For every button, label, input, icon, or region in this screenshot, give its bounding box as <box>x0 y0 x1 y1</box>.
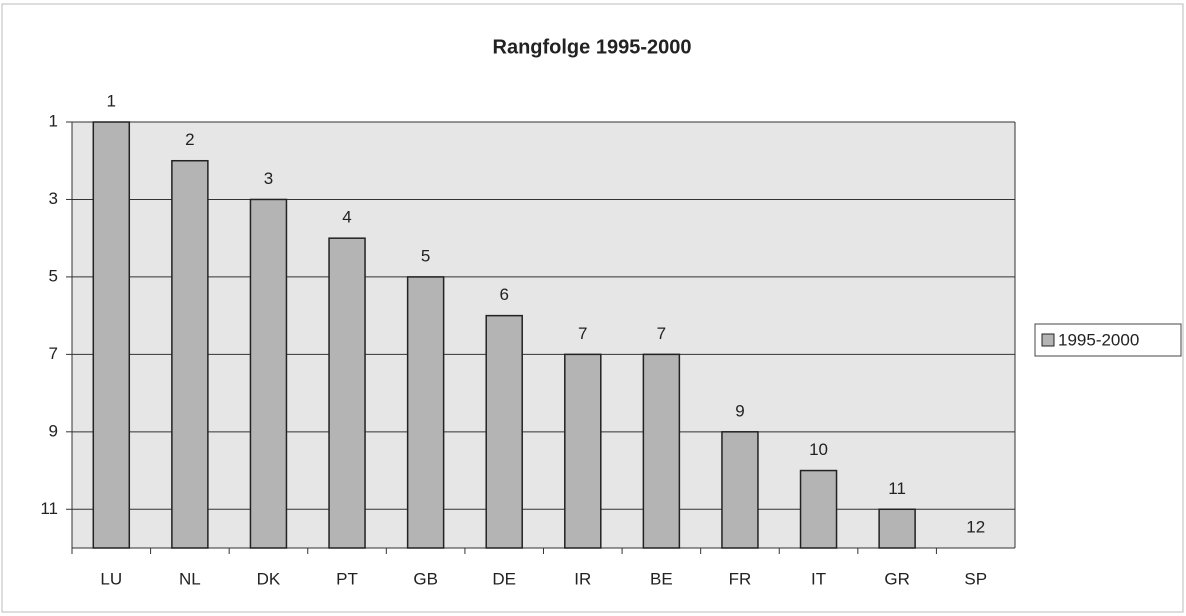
y-tick-label: 1 <box>49 111 58 130</box>
x-tick-label: IR <box>574 569 591 588</box>
x-tick-label: NL <box>179 569 201 588</box>
plot-area <box>72 122 1015 548</box>
data-label: 4 <box>342 208 351 227</box>
data-label: 10 <box>809 440 828 459</box>
x-tick-label: GB <box>413 569 438 588</box>
x-tick-label: DE <box>492 569 516 588</box>
bar <box>92 121 131 549</box>
legend-label: 1995-2000 <box>1058 330 1139 349</box>
x-tick-label: BE <box>650 569 673 588</box>
data-label: 7 <box>578 324 587 343</box>
legend-swatch <box>1041 333 1055 347</box>
y-tick-label: 7 <box>49 344 58 363</box>
x-tick-label: LU <box>100 569 122 588</box>
bar <box>249 198 288 549</box>
data-label: 5 <box>421 246 430 265</box>
data-label: 11 <box>888 479 906 498</box>
x-tick-label: PT <box>336 569 358 588</box>
bar <box>642 353 681 549</box>
bar <box>406 276 445 549</box>
data-label: 7 <box>657 324 666 343</box>
data-label: 3 <box>264 169 273 188</box>
bar <box>564 353 602 549</box>
x-tick-label: SP <box>964 569 987 588</box>
bar <box>721 431 759 549</box>
data-label: 12 <box>966 517 985 536</box>
bar <box>878 508 916 549</box>
bar <box>328 237 366 549</box>
y-tick-label: 3 <box>49 189 58 208</box>
legend <box>1034 323 1182 357</box>
x-tick-label: FR <box>729 569 752 588</box>
data-label: 6 <box>499 285 508 304</box>
data-label: 2 <box>185 130 194 149</box>
y-tick-label: 5 <box>49 266 58 285</box>
x-tick-label: IT <box>811 569 826 588</box>
y-tick-label: 11 <box>40 499 58 518</box>
bar <box>485 314 523 549</box>
x-tick-label: GR <box>884 569 910 588</box>
x-tick-label: DK <box>257 569 281 588</box>
bar <box>799 469 838 549</box>
chart-title: Rangfolge 1995-2000 <box>493 36 692 58</box>
bar <box>171 159 209 549</box>
data-label: 1 <box>107 91 116 110</box>
y-tick-label: 9 <box>49 421 58 440</box>
data-label: 9 <box>735 401 744 420</box>
